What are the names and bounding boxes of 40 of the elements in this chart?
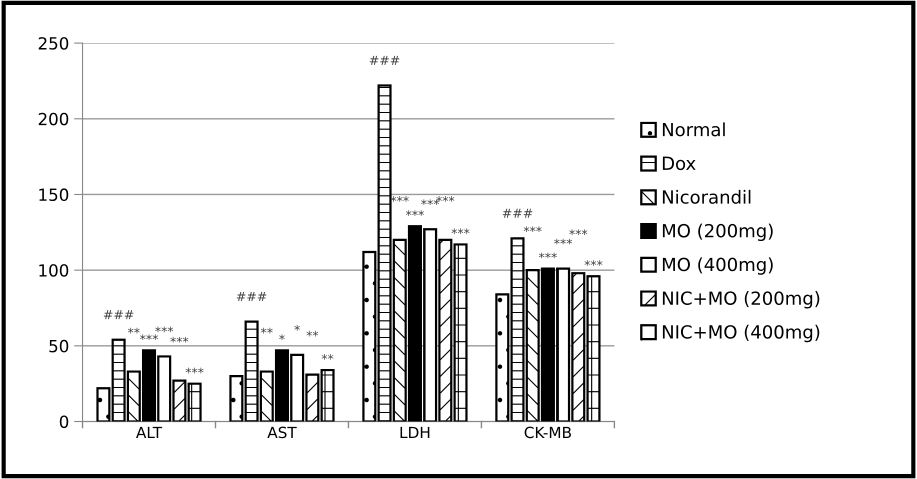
data-label: **	[128, 328, 140, 334]
data-label: ###	[502, 208, 532, 218]
data-label: ***	[584, 260, 602, 266]
y-tick-label: 200	[38, 112, 68, 126]
legend-label: NIC+MO (400mg)	[662, 324, 820, 342]
legend-label: Normal	[662, 122, 725, 136]
data-label: ***	[538, 252, 557, 258]
data-label: ###	[236, 292, 266, 301]
data-label: *	[294, 324, 300, 331]
x-tick-label: AST	[267, 426, 297, 438]
y-tick-label: 0	[60, 415, 68, 428]
data-label: ###	[104, 310, 134, 320]
legend-label: MO (200mg)	[662, 224, 773, 242]
legend-label: Nicorandil	[662, 190, 750, 204]
legend-label: Dox	[662, 156, 696, 170]
data-label: ***	[155, 326, 174, 332]
y-tick-label: 50	[49, 340, 68, 352]
y-tick-label: 150	[39, 188, 68, 202]
legend-label: NIC+MO (200mg)	[662, 291, 820, 308]
x-tick-label: CK-MB	[524, 426, 571, 438]
legend-label: MO (400mg)	[662, 257, 773, 275]
x-tick-label: ALT	[136, 426, 162, 438]
data-label: ***	[452, 228, 470, 234]
y-tick-label: 100	[39, 264, 68, 277]
data-label: *	[279, 334, 285, 340]
data-label: ***	[569, 229, 588, 236]
data-label: ***	[421, 199, 440, 206]
data-label: **	[260, 328, 273, 334]
data-label: ***	[170, 336, 188, 343]
data-label: **	[306, 330, 318, 336]
data-label: **	[322, 354, 334, 360]
data-label: ***	[524, 226, 542, 232]
data-label: ***	[406, 210, 424, 216]
data-label: ***	[140, 334, 158, 340]
y-tick-label: 250	[38, 37, 68, 50]
data-label: ***	[436, 196, 454, 202]
data-label: ###	[370, 56, 400, 65]
x-tick-label: LDH	[400, 426, 430, 438]
data-label: ***	[554, 238, 572, 244]
data-label: ***	[186, 368, 204, 374]
